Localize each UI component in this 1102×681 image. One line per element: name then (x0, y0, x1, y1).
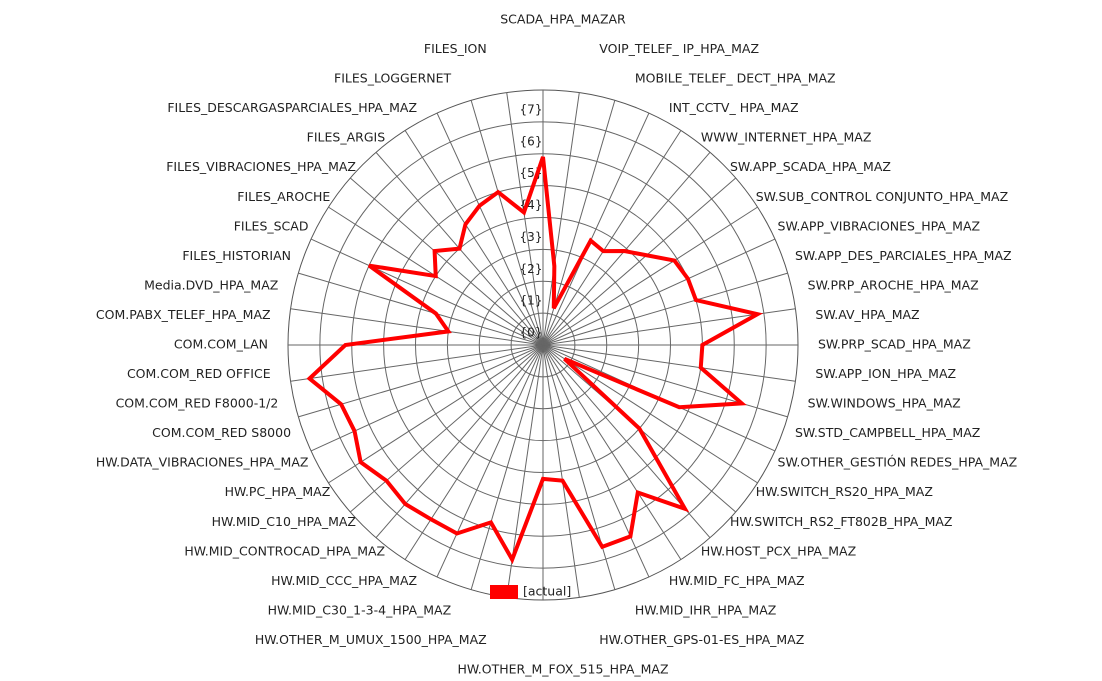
spoke (404, 130, 544, 346)
spoke (310, 344, 544, 452)
category-label: HW.MID_IHR_HPA_MAZ (635, 602, 777, 617)
spoke (436, 344, 544, 578)
category-label: HW.MID_CONTROCAD_HPA_MAZ (184, 543, 385, 558)
category-label: HW.PC_HPA_MAZ (225, 484, 331, 499)
spoke (375, 344, 544, 539)
category-label: FILES_SCAD (234, 218, 309, 233)
spoke (470, 344, 544, 590)
category-label: HW.MID_C30_1-3-4_HPA_MAZ (268, 602, 452, 617)
category-label: HW.MID_CCC_HPA_MAZ (271, 573, 417, 588)
category-label: Media.DVD_HPA_MAZ (144, 277, 278, 292)
spoke (542, 151, 711, 346)
r-tick-label: {2} (520, 262, 543, 276)
spoke (542, 130, 682, 346)
spoke (298, 272, 544, 346)
spoke (436, 112, 544, 346)
spoke (310, 238, 544, 346)
radar-line (306, 156, 764, 565)
spoke (542, 344, 758, 484)
category-label: COM.COM_RED S8000 (152, 425, 291, 440)
category-label: FILES_ION (424, 41, 487, 56)
category-label: HW.OTHER_GPS-01-ES_HPA_MAZ (599, 632, 804, 647)
category-label: FILES_HISTORIAN (182, 248, 291, 263)
spoke (542, 344, 580, 598)
category-label: HW.MID_FC_HPA_MAZ (669, 573, 805, 588)
category-label: FILES_LOGGERNET (334, 71, 451, 86)
category-label: INT_CCTV_ HPA_MAZ (669, 100, 799, 115)
spoke (349, 177, 544, 346)
category-label: SW.STD_CAMPBELL_HPA_MAZ (795, 425, 980, 440)
category-label: SW.OTHER_GESTIÓN REDES_HPA_MAZ (778, 455, 1018, 470)
category-label: HW.SWITCH_RS2_FT802B_HPA_MAZ (730, 514, 953, 529)
category-label: HW.OTHER_M_FOX_515_HPA_MAZ (457, 662, 668, 677)
category-label: SW.AV_HPA_MAZ (815, 307, 919, 322)
category-label: SW.APP_SCADA_HPA_MAZ (730, 159, 891, 174)
category-label: FILES_VIBRACIONES_HPA_MAZ (166, 159, 356, 174)
category-label: SCADA_HPA_MAZAR (500, 12, 626, 27)
category-label: FILES_DESCARGASPARCIALES_HPA_MAZ (167, 100, 417, 115)
category-label: SW.APP_VIBRACIONES_HPA_MAZ (778, 218, 981, 233)
category-label: SW.APP_DES_PARCIALES_HPA_MAZ (795, 248, 1012, 263)
spoke (542, 344, 788, 418)
spoke (290, 344, 544, 382)
category-label: HW.SWITCH_RS20_HPA_MAZ (756, 484, 933, 499)
spoke (349, 344, 544, 513)
category-label: SW.APP_ION_HPA_MAZ (815, 366, 956, 381)
spoke (506, 92, 544, 346)
spoke (542, 92, 580, 346)
category-label: HW.HOST_PCX_HPA_MAZ (701, 543, 856, 558)
r-tick-label: {7} (520, 102, 543, 116)
spoke (404, 344, 544, 560)
spoke (542, 344, 650, 578)
category-label: SW.PRP_AROCHE_HPA_MAZ (808, 277, 979, 292)
category-label: HW.DATA_VIBRACIONES_HPA_MAZ (96, 455, 309, 470)
category-label: COM.PABX_TELEF_HPA_MAZ (96, 307, 271, 322)
spoke (470, 100, 544, 346)
legend-label: [actual] (523, 584, 571, 599)
r-tick-label: {6} (520, 134, 543, 148)
spoke (328, 344, 544, 484)
category-label: WWW_INTERNET_HPA_MAZ (701, 130, 872, 145)
r-tick-label: {0} (520, 326, 543, 340)
spoke (542, 272, 788, 346)
r-tick-label: {1} (520, 294, 543, 308)
category-label: VOIP_TELEF_ IP_HPA_MAZ (599, 41, 759, 56)
spoke (542, 344, 682, 560)
category-label: FILES_AROCHE (237, 189, 330, 204)
category-label: SW.PRP_SCAD_HPA_MAZ (818, 337, 971, 352)
spoke (542, 344, 796, 382)
spoke (542, 344, 616, 590)
spoke (542, 112, 650, 346)
category-label: SW.WINDOWS_HPA_MAZ (808, 396, 961, 411)
spoke (542, 177, 737, 346)
category-label: HW.OTHER_M_UMUX_1500_HPA_MAZ (255, 632, 487, 647)
category-label: MOBILE_TELEF_ DECT_HPA_MAZ (635, 71, 836, 86)
spoke (542, 206, 758, 346)
category-label: FILES_ARGIS (307, 130, 386, 145)
legend-swatch (490, 585, 518, 599)
category-label: HW.MID_C10_HPA_MAZ (212, 514, 356, 529)
spoke (542, 238, 776, 346)
category-label: COM.COM_RED F8000-1/2 (116, 396, 279, 411)
category-label: SW.SUB_CONTROL CONJUNTO_HPA_MAZ (756, 189, 1008, 204)
r-tick-label: {3} (520, 230, 543, 244)
spoke (290, 308, 544, 346)
category-label: COM.COM_LAN (174, 337, 268, 352)
category-label: COM.COM_RED OFFICE (127, 366, 271, 381)
